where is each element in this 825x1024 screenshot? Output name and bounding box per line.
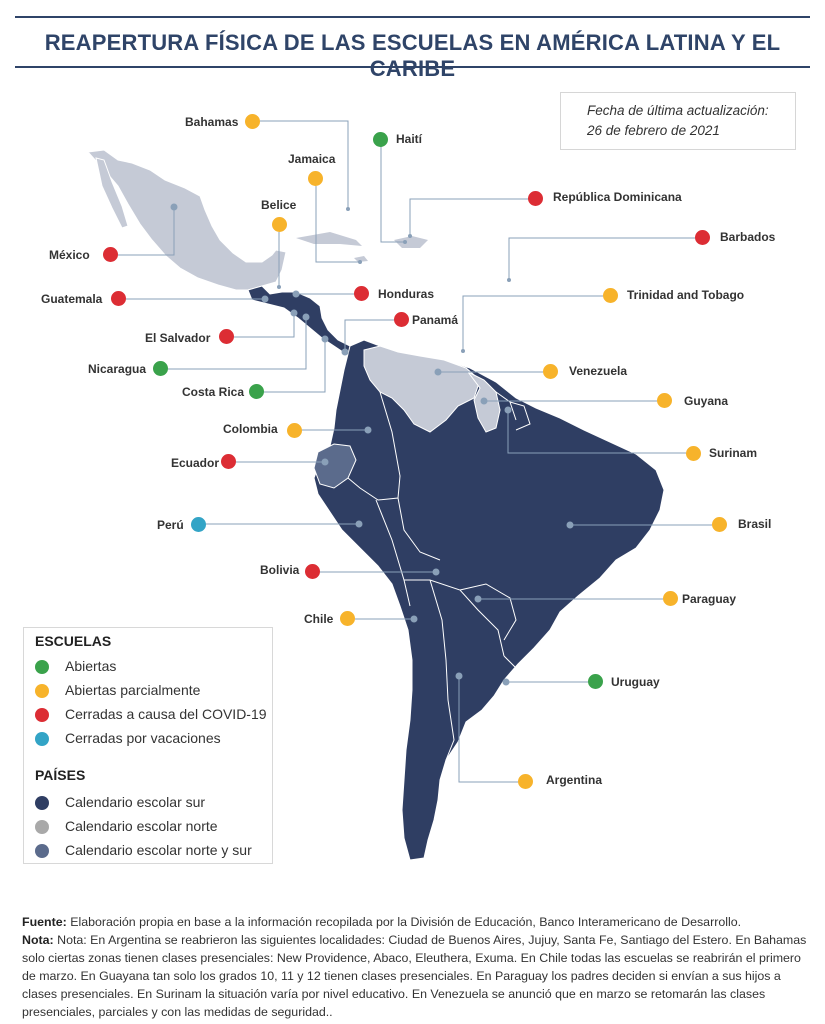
status-dot-peru [191,517,206,532]
legend-dot [35,796,49,810]
legend-label: Calendario escolar norte y sur [65,842,252,858]
status-dot-argentina [518,774,533,789]
latam-map [86,120,712,861]
label-trinidad-and-tobago: Trinidad and Tobago [627,288,745,302]
update-date-value: 26 de febrero de 2021 [587,123,720,138]
status-dot-trinidad-and-tobago [603,288,618,303]
country-shape-south-america [313,339,665,861]
update-date-box: Fecha de última actualización: 26 de feb… [560,92,796,150]
status-dot-guatemala [111,291,126,306]
label-colombia: Colombia [223,422,278,436]
label-belice: Belice [261,198,297,212]
status-dot-belice [272,217,287,232]
legend-paises-title: PAÍSES [35,767,86,783]
status-dot-surinam [686,446,701,461]
status-dot-ecuador [221,454,236,469]
status-dot-colombia [287,423,302,438]
label-costa-rica: Costa Rica [182,385,245,399]
status-dot-jamaica [308,171,323,186]
status-dot-venezuela [543,364,558,379]
label-haiti: Haití [396,132,423,146]
legend-dot [35,660,49,674]
country-borders [347,391,531,761]
legend-dot [35,684,49,698]
label-jamaica: Jamaica [288,152,336,166]
status-dot-costa-rica [249,384,264,399]
legend-label: Abiertas [65,658,117,674]
label-republica-dominicana: República Dominicana [553,190,682,204]
label-uruguay: Uruguay [611,675,660,689]
legend-label: Abiertas parcialmente [65,682,201,698]
country-shape-hispaniola [394,236,428,248]
country-shape-baja [95,157,129,229]
footer-fuente: Fuente: Elaboración propia en base a la … [22,913,807,931]
fuente-text: Elaboración propia en base a la informac… [66,915,742,929]
label-guyana: Guyana [684,394,729,408]
legend-dot [35,844,49,858]
title-bottom-rule [15,66,810,68]
status-dot-barbados [695,230,710,245]
status-dot-paraguay [663,591,678,606]
country-shape-mexico [86,149,287,291]
legend-escuelas-title: ESCUELAS [35,633,112,649]
legend-dot [35,820,49,834]
status-dot-el-salvador [219,329,234,344]
title-top-rule [15,16,810,18]
nota-label: Nota: [22,933,54,947]
legend-label: Cerradas a causa del COVID-19 [65,706,267,722]
footer-nota: Nota: Nota: En Argentina se reabrieron l… [22,931,807,1021]
update-date-label: Fecha de última actualización: [587,103,769,118]
label-nicaragua: Nicaragua [88,362,147,376]
label-panama: Panamá [412,313,459,327]
status-dot-chile [340,611,355,626]
page-title: REAPERTURA FÍSICA DE LAS ESCUELAS EN AMÉ… [44,30,781,81]
legend-label: Cerradas por vacaciones [65,730,221,746]
anchor-points [170,203,574,686]
label-mexico: México [49,248,90,262]
legend: ESCUELAS Abiertas Abiertas parcialmente … [23,627,273,864]
label-peru: Perú [157,518,184,532]
nota-text: Nota: En Argentina se reabrieron las sig… [22,933,807,1019]
legend-label: Calendario escolar norte [65,818,218,834]
label-brasil: Brasil [738,517,772,531]
label-chile: Chile [304,612,334,626]
country-shape-jamaica [354,256,368,262]
label-honduras: Honduras [378,287,435,301]
label-surinam: Surinam [709,446,758,460]
country-shape-cuba [296,232,362,246]
label-paraguay: Paraguay [682,592,737,606]
status-dot-uruguay [588,674,603,689]
label-el-salvador: El Salvador [145,331,211,345]
label-barbados: Barbados [720,230,776,244]
label-guatemala: Guatemala [41,292,103,306]
leader-lines [118,120,712,783]
label-argentina: Argentina [546,773,603,787]
status-dot-honduras [354,286,369,301]
status-dot-bolivia [305,564,320,579]
legend-dot [35,708,49,722]
fuente-label: Fuente: [22,915,67,929]
status-dot-haiti [373,132,388,147]
legend-dot [35,732,49,746]
status-dot-bahamas [245,114,260,129]
legend-label: Calendario escolar sur [65,794,206,810]
footer-notes: Fuente: Elaboración propia en base a la … [22,913,807,1021]
label-bolivia: Bolivia [260,563,300,577]
status-dot-republica-dominicana [528,191,543,206]
label-bahamas: Bahamas [185,115,239,129]
label-ecuador: Ecuador [171,456,220,470]
country-shape-venezuela [363,345,481,433]
label-venezuela: Venezuela [569,364,628,378]
status-dot-panama [394,312,409,327]
status-dot-mexico [103,247,118,262]
status-dot-guyana [657,393,672,408]
status-dot-brasil [712,517,727,532]
status-dot-nicaragua [153,361,168,376]
